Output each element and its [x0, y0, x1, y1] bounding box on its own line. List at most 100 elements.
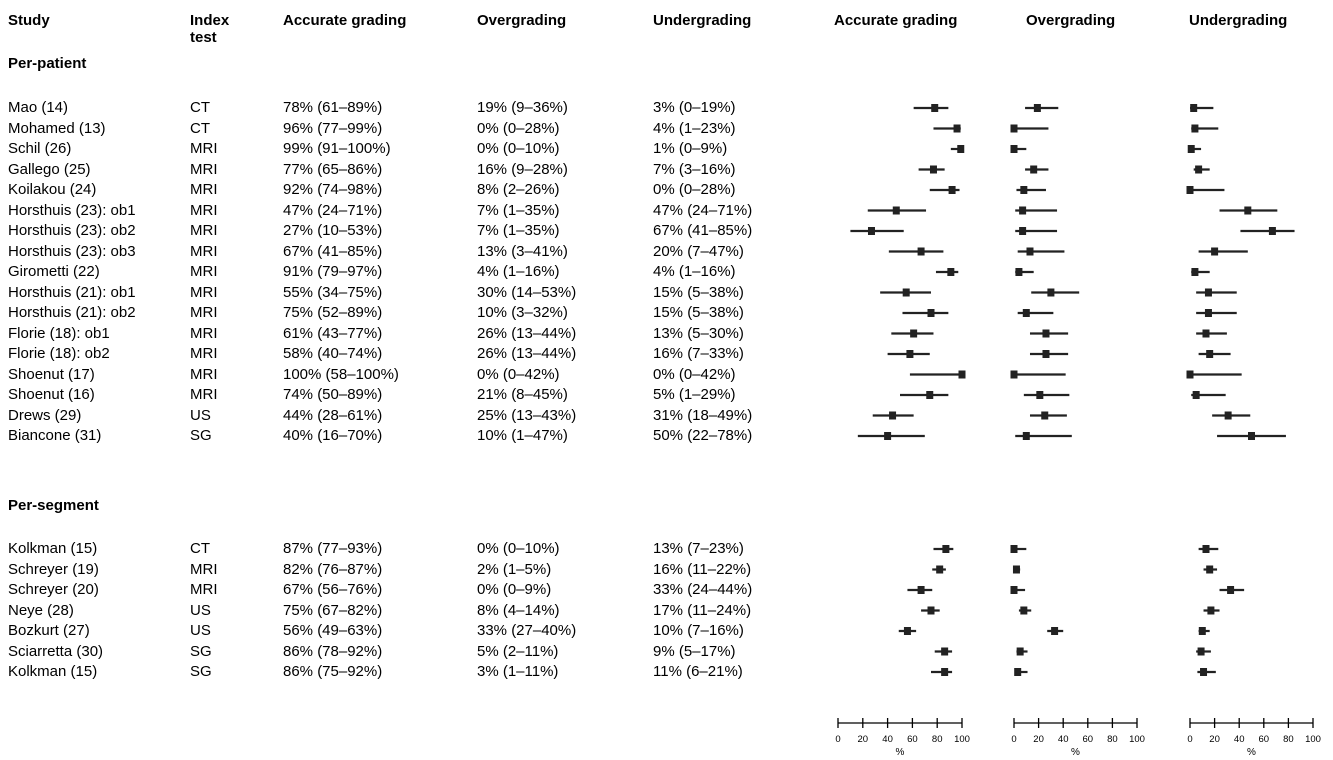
cell-over: 30% (14–53%) [477, 283, 577, 301]
cell-test: MRI [190, 222, 218, 239]
point-estimate-over [1022, 432, 1030, 440]
cell-under: 3% (0–19%) [653, 99, 736, 116]
point-estimate-under [1192, 391, 1200, 399]
cell-over: 5% (2–11%) [477, 642, 559, 660]
x-tick-label-over: 60 [1083, 734, 1094, 745]
point-estimate-under [1198, 627, 1206, 635]
point-estimate-over [1030, 165, 1038, 174]
cell-over: 19% (9–36%) [477, 99, 568, 116]
cell-study: Shoenut (17) [8, 365, 95, 383]
point-estimate-accurate [941, 647, 949, 656]
point-estimate-accurate [957, 145, 965, 153]
header-undergrading: Undergrading [653, 12, 752, 29]
point-estimate-under [1227, 586, 1235, 594]
point-estimate-under [1197, 647, 1205, 656]
section-per-patient: Per-patient [8, 55, 87, 72]
cell-over: 0% (0–28%) [477, 119, 560, 137]
cell-under: 15% (5–38%) [653, 304, 744, 321]
cell-over: 33% (27–40%) [477, 622, 577, 639]
point-estimate-over [1033, 104, 1041, 112]
cell-over: 0% (0–10%) [477, 140, 560, 157]
point-estimate-over [1020, 606, 1028, 615]
cell-accurate: 78% (61–89%) [283, 99, 383, 116]
point-estimate-under [1206, 350, 1214, 358]
cell-under: 67% (41–85%) [653, 222, 753, 239]
cell-accurate: 55% (34–75%) [283, 283, 383, 301]
cell-under: 50% (22–78%) [653, 427, 753, 444]
cell-study: Mao (14) [8, 99, 69, 116]
point-estimate-accurate [917, 247, 925, 256]
cell-accurate: 75% (67–82%) [283, 601, 383, 619]
x-axis-label-accurate: % [896, 747, 905, 758]
point-estimate-over [1014, 668, 1022, 676]
header-study: Study [8, 12, 50, 29]
cell-test: CT [190, 119, 210, 137]
x-tick-label-accurate: 80 [932, 734, 943, 745]
cell-study: Neye (28) [8, 601, 74, 619]
point-estimate-accurate [953, 124, 961, 133]
x-tick-label-under: 100 [1305, 734, 1321, 745]
point-estimate-over [1047, 288, 1055, 297]
cell-over: 21% (8–45%) [477, 386, 568, 403]
point-estimate-under [1202, 545, 1210, 553]
point-estimate-under [1186, 186, 1194, 194]
cell-under: 0% (0–42%) [653, 365, 736, 383]
cell-under: 11% (6–21%) [653, 663, 743, 680]
point-estimate-accurate [884, 432, 892, 440]
point-estimate-over [1012, 565, 1020, 574]
cell-test: SG [190, 427, 212, 444]
x-tick-label-accurate: 0 [835, 734, 840, 745]
x-tick-label-over: 100 [1129, 734, 1145, 745]
cell-test: MRI [190, 263, 218, 280]
cell-accurate: 44% (28–61%) [283, 406, 383, 424]
cell-accurate: 67% (41–85%) [283, 242, 383, 260]
cell-under: 47% (24–71%) [653, 201, 753, 219]
point-estimate-accurate [941, 668, 949, 676]
cell-study: Florie (18): ob1 [8, 324, 110, 342]
cell-test: MRI [190, 201, 218, 219]
point-estimate-accurate [947, 268, 955, 276]
cell-study: Shoenut (16) [8, 386, 95, 403]
cell-study: Horsthuis (23): ob3 [8, 242, 136, 260]
cell-study: Gallego (25) [8, 160, 91, 178]
x-tick-label-over: 40 [1058, 734, 1069, 745]
cell-under: 5% (1–29%) [653, 386, 736, 403]
cell-under: 7% (3–16%) [653, 160, 736, 178]
point-estimate-under [1248, 432, 1255, 440]
cell-under: 16% (11–22%) [653, 560, 752, 578]
point-estimate-under [1186, 370, 1194, 379]
cell-test: MRI [190, 365, 218, 383]
point-estimate-under [1207, 606, 1215, 615]
cell-study: Schreyer (19) [8, 560, 99, 578]
header-accurate-grading: Accurate grading [283, 12, 407, 29]
cell-over: 25% (13–43%) [477, 406, 577, 424]
cell-under: 13% (7–23%) [653, 540, 744, 557]
point-estimate-under [1202, 329, 1210, 338]
x-tick-label-over: 0 [1011, 734, 1016, 745]
cell-over: 16% (9–28%) [477, 160, 568, 178]
point-estimate-over [1019, 206, 1027, 215]
cell-test: US [190, 406, 211, 424]
cell-test: MRI [190, 140, 218, 157]
header-index-test-line2: test [190, 29, 217, 46]
panel-title-undergrading: Undergrading [1189, 12, 1288, 29]
cell-over: 0% (0–10%) [477, 540, 560, 557]
point-estimate-accurate [902, 288, 910, 297]
cell-accurate: 67% (56–76%) [283, 581, 383, 598]
point-estimate-accurate [889, 411, 897, 420]
cell-study: Drews (29) [8, 406, 82, 424]
cell-under: 33% (24–44%) [653, 581, 753, 598]
cell-accurate: 77% (65–86%) [283, 160, 383, 178]
cell-study: Horsthuis (23): ob1 [8, 201, 136, 219]
cell-under: 16% (7–33%) [653, 345, 744, 362]
header-index-test-line1: Index [190, 12, 230, 29]
point-estimate-under [1211, 247, 1219, 256]
cell-over: 7% (1–35%) [477, 222, 560, 239]
cell-test: MRI [190, 181, 218, 198]
point-estimate-accurate [892, 206, 900, 215]
cell-under: 9% (5–17%) [653, 642, 736, 660]
point-estimate-accurate [929, 165, 937, 174]
cell-study: Bozkurt (27) [8, 622, 90, 639]
point-estimate-over [1020, 186, 1028, 194]
